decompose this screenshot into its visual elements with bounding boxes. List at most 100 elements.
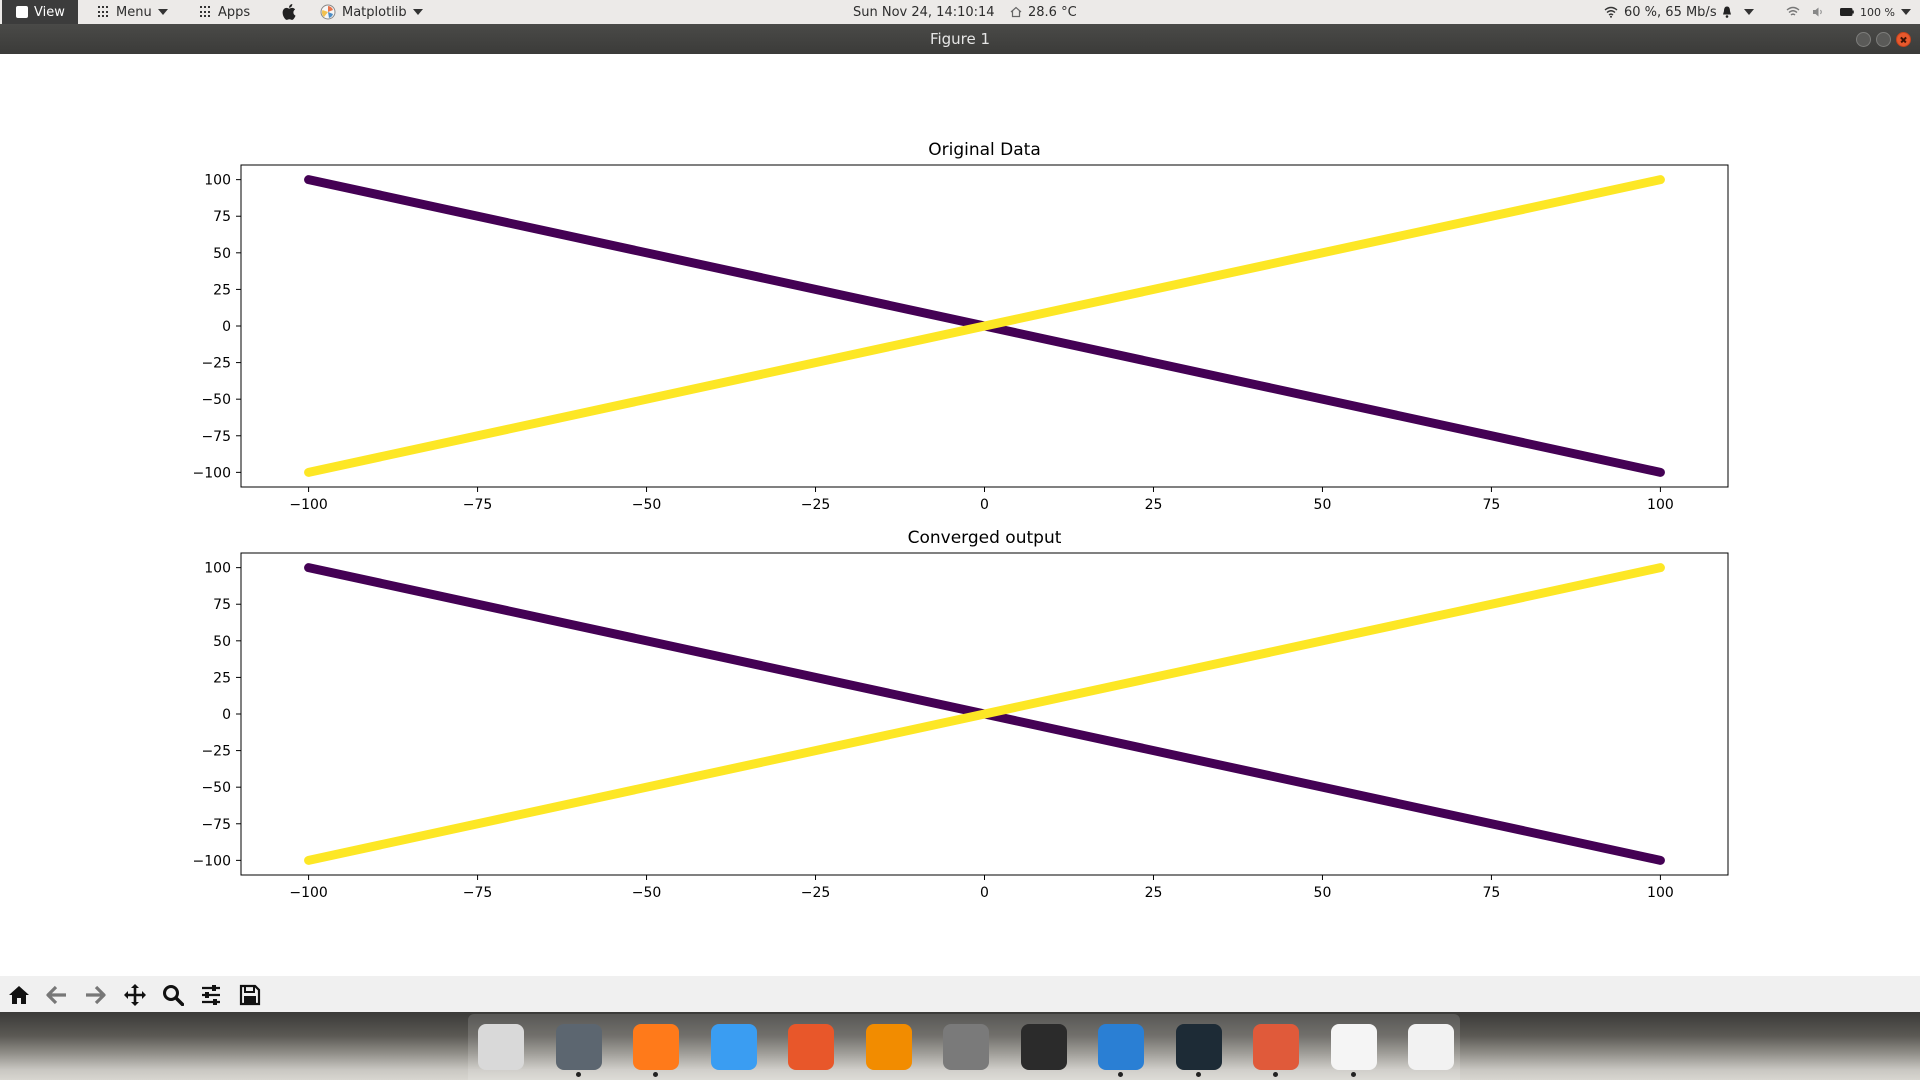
battery-text: 100 % xyxy=(1860,5,1895,19)
y-tick-label: 25 xyxy=(213,282,231,298)
chevron-down-icon xyxy=(412,9,423,15)
gimp-icon[interactable] xyxy=(788,1024,834,1070)
screenshot-icon[interactable] xyxy=(1253,1024,1299,1077)
battery-indicator[interactable]: 100 % xyxy=(1840,0,1911,24)
x-tick-label: 25 xyxy=(1145,885,1163,901)
pinwheel-icon[interactable] xyxy=(1330,1024,1377,1077)
series-line-2 xyxy=(304,563,1665,865)
close-button[interactable] xyxy=(1896,32,1911,47)
x-tick-label: −75 xyxy=(463,497,493,513)
apps-button[interactable]: Apps xyxy=(200,0,250,24)
apps-label: Apps xyxy=(218,4,251,20)
y-tick-label: 75 xyxy=(213,597,231,613)
forward-arrow-icon xyxy=(86,985,106,1005)
running-indicator xyxy=(1273,1072,1278,1077)
checkbox-icon xyxy=(16,6,28,18)
zoom-button[interactable] xyxy=(159,981,187,1009)
x-tick-label: −25 xyxy=(801,885,831,901)
running-indicator xyxy=(575,1072,581,1077)
home-temperature-icon xyxy=(1010,6,1022,18)
figure-canvas[interactable]: Original Data −100 −75 −50 −25 0 25 50 75 100 −100… xyxy=(0,54,1920,976)
wifi-status[interactable] xyxy=(1786,0,1800,24)
minimize-button[interactable] xyxy=(1856,32,1871,47)
x-tick-label: −50 xyxy=(632,885,662,901)
menu-label: Menu xyxy=(116,4,152,20)
app-menu-matplotlib[interactable]: Matplotlib xyxy=(320,0,423,24)
notification-menu-chevron[interactable] xyxy=(1744,0,1754,24)
pan-icon xyxy=(124,984,146,1006)
y-tick-label: −50 xyxy=(201,780,231,796)
y-tick-label: −50 xyxy=(201,392,231,408)
view-label: View xyxy=(34,4,65,20)
y-tick-label: 100 xyxy=(204,561,231,577)
dock xyxy=(468,1014,1460,1080)
y-tick-label: −100 xyxy=(193,465,231,481)
finder-icon[interactable] xyxy=(710,1024,757,1070)
x-tick-label: −50 xyxy=(632,497,662,513)
configure-subplots-button[interactable] xyxy=(197,981,225,1009)
x-tick-label: −25 xyxy=(801,497,831,513)
navigation-toolbar xyxy=(0,976,1920,1012)
axes-title: Original Data xyxy=(928,140,1041,160)
x-tick-label: 50 xyxy=(1314,885,1332,901)
app-name: Matplotlib xyxy=(342,4,407,20)
back-arrow-icon xyxy=(46,985,66,1005)
home-icon xyxy=(9,986,29,1004)
x-tick-label: 100 xyxy=(1647,497,1674,513)
vlc-icon[interactable] xyxy=(865,1024,912,1070)
running-indicator xyxy=(1118,1072,1123,1077)
terminal-icon[interactable] xyxy=(1020,1024,1067,1070)
y-tick-label: −100 xyxy=(193,853,231,869)
temperature-text: 28.6 °C xyxy=(1028,4,1077,20)
home-button[interactable] xyxy=(5,981,33,1009)
apple-logo-icon xyxy=(282,4,296,20)
menu-button[interactable]: Menu xyxy=(98,0,168,24)
x-tick-label: 100 xyxy=(1647,885,1674,901)
x-tick-label: 0 xyxy=(980,885,989,901)
forward-button[interactable] xyxy=(81,981,109,1009)
view-button[interactable]: View xyxy=(2,0,78,24)
network-text: 60 %, 65 Mb/s xyxy=(1624,4,1717,20)
volume-control[interactable] xyxy=(1812,0,1824,24)
network-indicator[interactable]: 60 %, 65 Mb/s xyxy=(1604,0,1717,24)
figure-plots[interactable]: Original Data −100 −75 −50 −25 0 25 50 75 100 −100… xyxy=(0,54,1920,976)
volume-icon xyxy=(1813,7,1822,17)
y-tick-label: −75 xyxy=(201,817,231,833)
x-tick-label: −100 xyxy=(289,497,327,513)
temperature-indicator[interactable]: 28.6 °C xyxy=(1010,0,1077,24)
window-titlebar[interactable]: Figure 1 xyxy=(0,24,1920,54)
save-icon xyxy=(239,984,261,1006)
save-button[interactable] xyxy=(236,981,264,1009)
network-app-icon[interactable] xyxy=(1408,1024,1454,1070)
y-tick-label: 0 xyxy=(222,707,231,723)
system-settings-icon[interactable] xyxy=(555,1024,602,1077)
chevron-down-icon xyxy=(1744,9,1754,15)
back-button[interactable] xyxy=(43,981,71,1009)
y-tick-label: 50 xyxy=(213,246,231,262)
clock[interactable]: Sun Nov 24, 14:10:14 xyxy=(853,0,995,24)
configure-subplots-icon xyxy=(202,985,220,1005)
y-tick-label: 0 xyxy=(222,319,231,335)
settings-gear-icon[interactable] xyxy=(943,1024,989,1070)
notification-button[interactable] xyxy=(1722,0,1732,24)
zoom-icon xyxy=(163,985,184,1006)
running-indicator xyxy=(653,1072,658,1077)
chevron-down-icon xyxy=(1900,9,1911,15)
wifi-icon xyxy=(1604,6,1618,18)
running-indicator xyxy=(1195,1072,1201,1077)
apple-logo-button[interactable] xyxy=(282,0,296,24)
firefox-icon[interactable] xyxy=(633,1024,679,1077)
maximize-button[interactable] xyxy=(1876,32,1891,47)
pan-button[interactable] xyxy=(121,981,149,1009)
x-tick-label: 0 xyxy=(980,497,989,513)
grid-icon xyxy=(200,6,212,18)
vscode-icon[interactable] xyxy=(1098,1024,1144,1077)
x-tick-label: 75 xyxy=(1483,885,1501,901)
y-tick-label: 25 xyxy=(213,670,231,686)
stacer-icon[interactable] xyxy=(1175,1024,1222,1077)
window-title: Figure 1 xyxy=(929,30,991,48)
installer-icon[interactable] xyxy=(478,1024,524,1070)
x-tick-label: −75 xyxy=(463,885,493,901)
y-tick-label: −25 xyxy=(201,356,231,372)
desktop-wallpaper xyxy=(0,1012,1920,1080)
